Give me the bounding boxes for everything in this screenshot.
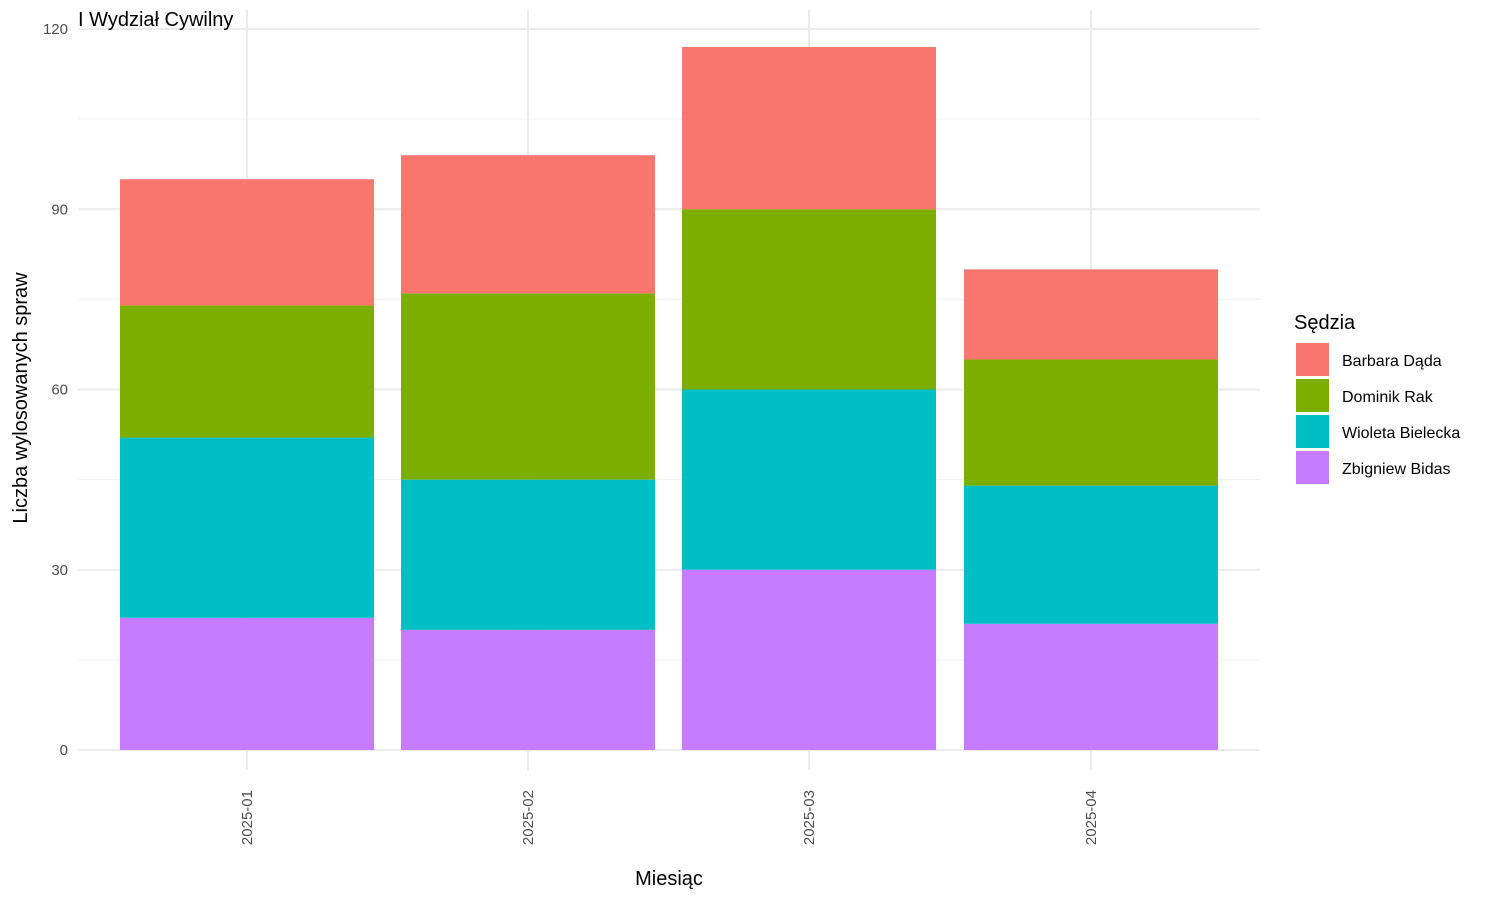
chart-title: I Wydział Cywilny bbox=[78, 9, 233, 31]
x-axis-title: Miesiąc bbox=[635, 868, 703, 890]
y-axis-title: Liczba wylosowanych spraw bbox=[10, 272, 32, 524]
legend-key bbox=[1296, 343, 1329, 376]
bar-segment bbox=[964, 623, 1218, 750]
legend-key bbox=[1296, 451, 1329, 484]
bar-segment bbox=[964, 359, 1218, 486]
x-tick-label: 2025-02 bbox=[520, 790, 537, 845]
legend-key bbox=[1296, 415, 1329, 448]
y-tick-label: 120 bbox=[43, 21, 68, 38]
bar-segment bbox=[120, 179, 374, 306]
bar-segment bbox=[401, 479, 655, 630]
y-tick-label: 90 bbox=[51, 201, 68, 218]
x-tick-label: 2025-04 bbox=[1083, 790, 1100, 845]
x-tick-label: 2025-03 bbox=[801, 790, 818, 845]
y-tick-label: 60 bbox=[51, 382, 68, 399]
bars bbox=[120, 47, 1218, 750]
bar-segment bbox=[401, 293, 655, 480]
bar-segment bbox=[964, 485, 1218, 624]
x-axis-ticks: 2025-01 2025-02 2025-03 2025-04 bbox=[239, 790, 1100, 845]
y-tick-label: 30 bbox=[51, 562, 68, 579]
legend-label: Barbara Dąda bbox=[1342, 353, 1442, 370]
legend-key bbox=[1296, 379, 1329, 412]
bar-segment bbox=[964, 269, 1218, 360]
legend-label: Dominik Rak bbox=[1342, 389, 1434, 406]
legend-title: Sędzia bbox=[1294, 312, 1356, 334]
legend-label: Zbigniew Bidas bbox=[1342, 461, 1451, 478]
bar-segment bbox=[120, 617, 374, 750]
legend: Sędzia Barbara Dąda Dominik Rak Wioleta Bi… bbox=[1294, 312, 1460, 484]
bar-segment bbox=[120, 437, 374, 618]
bar-segment bbox=[682, 209, 936, 390]
bar-segment bbox=[401, 629, 655, 750]
y-axis-ticks: 0 30 60 90 120 bbox=[43, 21, 68, 759]
y-tick-label: 0 bbox=[60, 742, 68, 759]
bar-segment bbox=[401, 155, 655, 294]
bar-segment bbox=[120, 305, 374, 438]
bar-segment bbox=[682, 389, 936, 570]
bar-segment bbox=[682, 569, 936, 750]
legend-label: Wioleta Bielecka bbox=[1342, 425, 1460, 442]
x-tick-label: 2025-01 bbox=[239, 790, 256, 845]
bar-segment bbox=[682, 47, 936, 210]
